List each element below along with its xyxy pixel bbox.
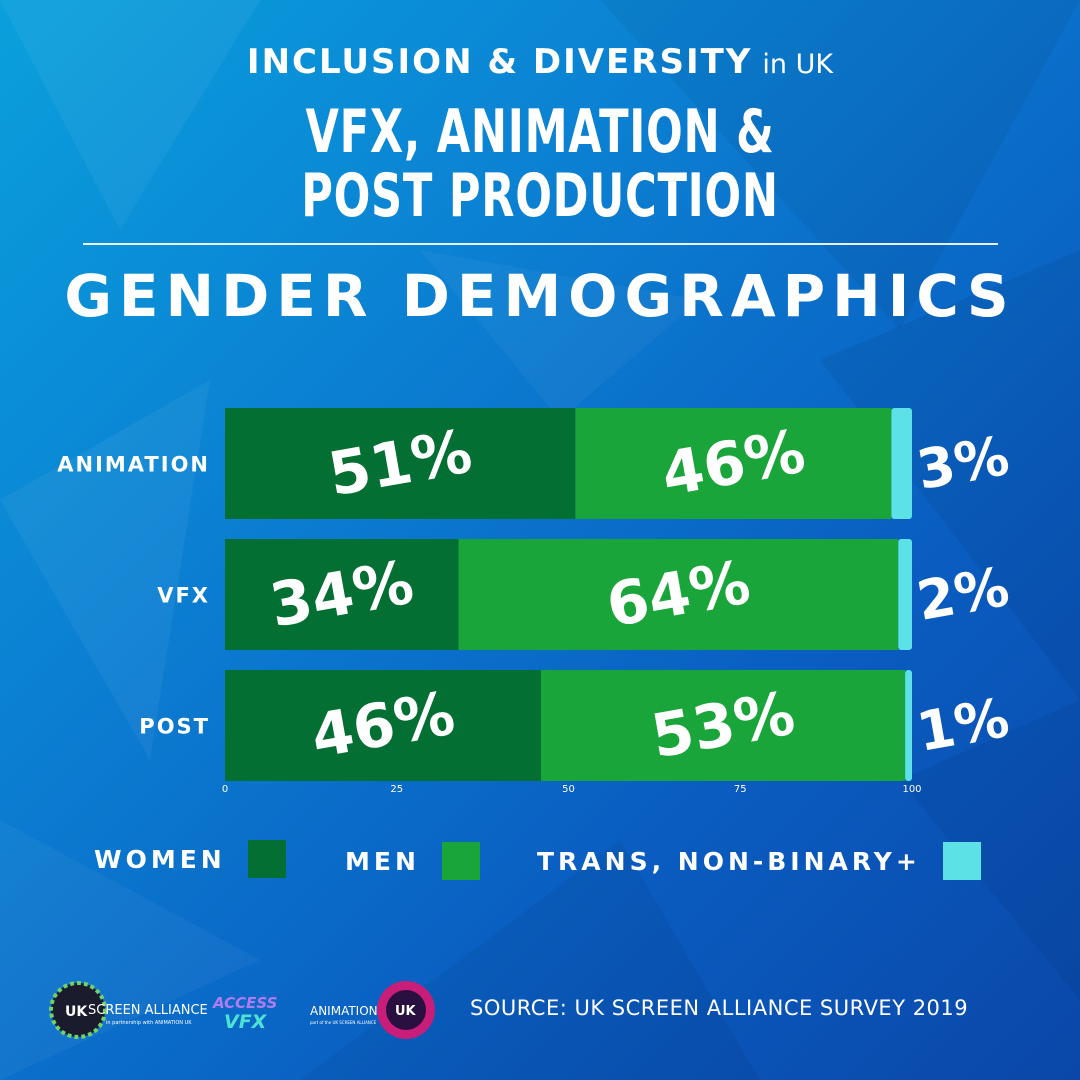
uk-screen-alliance-ring bbox=[49, 981, 107, 1039]
bar-post-men bbox=[541, 670, 906, 781]
bar-animation-women bbox=[225, 408, 576, 519]
animation-uk-uk: UK bbox=[395, 1004, 417, 1019]
uk-screen-alliance-uk: UK bbox=[65, 1004, 88, 1020]
x-tick-100: 100 bbox=[902, 784, 921, 795]
header-line-1: INCLUSION & DIVERSITY in UK bbox=[0, 42, 1080, 82]
chart-subtitle: GENDER DEMOGRAPHICS bbox=[64, 262, 1016, 330]
header-in-uk: in UK bbox=[762, 49, 834, 80]
legend-item-men: MEN bbox=[345, 842, 480, 880]
category-label-post: POST bbox=[139, 715, 210, 739]
access-vfx-logo: ACCESS VFX bbox=[212, 994, 277, 1033]
header-inclusion-diversity: INCLUSION & DIVERSITY bbox=[246, 42, 753, 82]
legend-label-trans-nonbinary: TRANS, NON-BINARY+ bbox=[537, 846, 921, 876]
gender-stacked-bar-chart: ANIMATION 51% 46% 3%VFX 34% 64% 2%POST 46% 53% 1%… bbox=[57, 408, 1014, 795]
legend-label-men: MEN bbox=[345, 846, 420, 876]
legend-item-women: WOMEN bbox=[94, 840, 286, 878]
data-label-post-trans-non-binary: 1% bbox=[912, 686, 1013, 764]
animation-uk-logo: ANIMATION UK part of the UK SCREEN ALLIA… bbox=[310, 981, 435, 1039]
source-note: SOURCE: UK SCREEN ALLIANCE SURVEY 2019 bbox=[470, 996, 969, 1020]
legend-swatch-trans-nonbinary bbox=[942, 842, 981, 880]
bar-animation-trans-non-binary bbox=[891, 408, 912, 519]
legend-item-trans-nonbinary: TRANS, NON-BINARY+ bbox=[537, 842, 981, 880]
animation-uk-sub: part of the UK SCREEN ALLIANCE bbox=[310, 1020, 377, 1025]
header-industries: VFX, ANIMATION & POST PRODUCTION bbox=[151, 100, 929, 228]
bar-post-trans-non-binary bbox=[905, 670, 912, 781]
header-divider bbox=[83, 243, 998, 245]
header-line-2a: VFX, ANIMATION & bbox=[305, 97, 775, 167]
bar-animation-men bbox=[575, 408, 892, 519]
animation-uk-emblem-center bbox=[386, 990, 426, 1030]
bar-vfx-women bbox=[225, 539, 459, 650]
uk-screen-alliance-sub: in partnership with ANIMATION UK bbox=[106, 1020, 192, 1026]
x-tick-75: 75 bbox=[734, 784, 747, 795]
x-tick-0: 0 bbox=[222, 784, 228, 795]
legend-swatch-women bbox=[247, 840, 286, 878]
access-vfx-vfx: VFX bbox=[224, 1011, 268, 1033]
header-line-2b: POST PRODUCTION bbox=[301, 161, 779, 231]
chart-legend: WOMEN MEN TRANS, NON-BINARY+ bbox=[0, 840, 1080, 890]
data-label-animation-trans-non-binary: 3% bbox=[912, 424, 1013, 502]
x-tick-50: 50 bbox=[562, 784, 575, 795]
bar-vfx-trans-non-binary bbox=[898, 539, 912, 650]
legend-label-women: WOMEN bbox=[94, 844, 226, 874]
bar-vfx-men bbox=[458, 539, 899, 650]
legend-swatch-men bbox=[441, 842, 480, 880]
partner-logos: UK SCREEN ALLIANCE in partnership with A… bbox=[49, 981, 435, 1039]
data-label-vfx-trans-non-binary: 2% bbox=[912, 555, 1013, 633]
uk-screen-alliance-logo: UK SCREEN ALLIANCE in partnership with A… bbox=[49, 981, 208, 1039]
uk-screen-alliance-emblem bbox=[51, 983, 105, 1037]
x-tick-25: 25 bbox=[390, 784, 403, 795]
animation-uk-animation: ANIMATION bbox=[310, 1004, 378, 1018]
uk-screen-alliance-name: SCREEN ALLIANCE bbox=[88, 1003, 208, 1018]
bar-post-women bbox=[225, 670, 542, 781]
category-label-animation: ANIMATION bbox=[57, 453, 210, 477]
access-vfx-access: ACCESS bbox=[212, 994, 277, 1012]
category-label-vfx: VFX bbox=[157, 584, 210, 608]
